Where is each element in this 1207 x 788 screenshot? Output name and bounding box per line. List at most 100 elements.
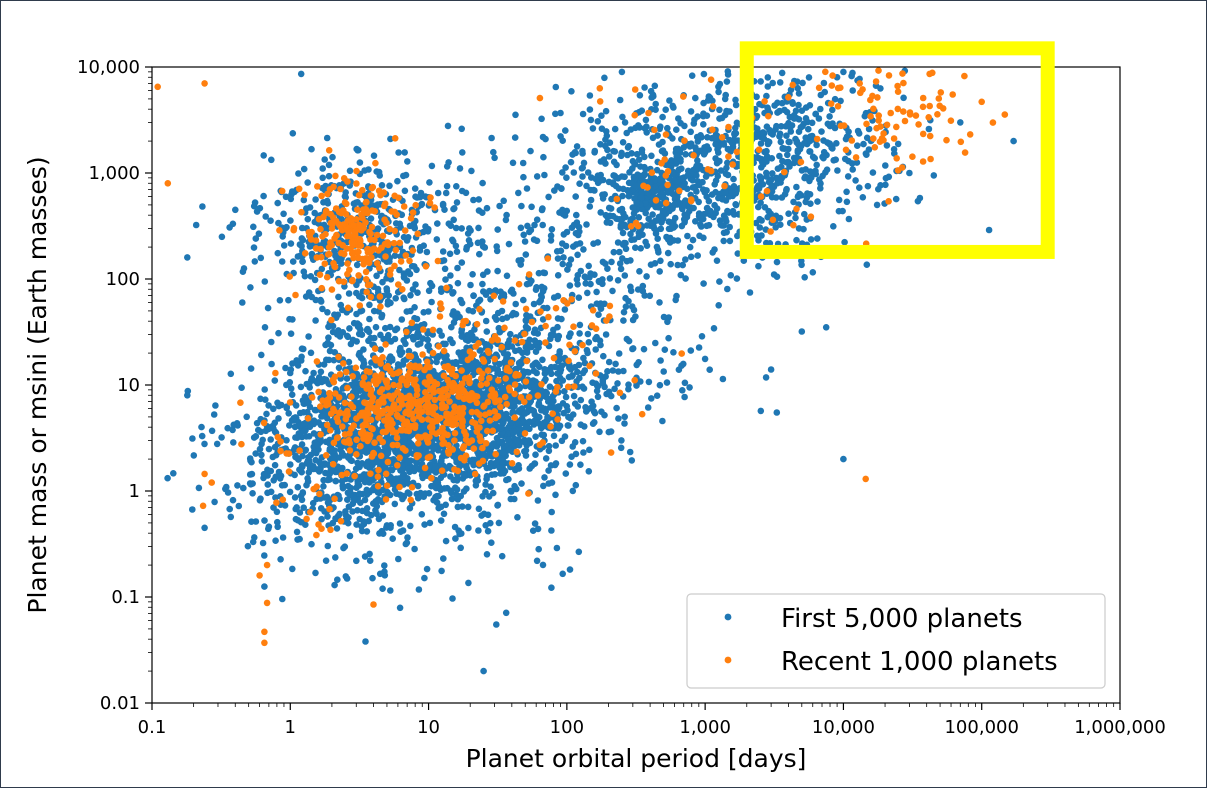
data-point [278, 401, 285, 409]
data-point [452, 315, 459, 322]
data-point [596, 428, 603, 436]
data-point [418, 511, 426, 518]
data-point [592, 346, 599, 353]
data-point [671, 200, 679, 208]
data-point [423, 248, 431, 256]
data-point [645, 378, 653, 386]
data-point [271, 377, 279, 384]
data-point [257, 495, 264, 503]
data-point [487, 519, 494, 527]
data-point [554, 292, 562, 300]
data-point [659, 417, 666, 425]
data-point [601, 74, 608, 82]
data-point [556, 368, 564, 376]
data-point [661, 150, 669, 157]
data-point [398, 316, 406, 323]
data-point [255, 230, 263, 237]
data-point [550, 432, 558, 440]
data-point [724, 207, 731, 215]
data-point [447, 487, 455, 495]
data-point [438, 332, 446, 339]
data-point [444, 122, 452, 130]
data-point [733, 119, 741, 127]
data-point [324, 309, 331, 316]
data-point [307, 273, 315, 280]
data-point [483, 551, 491, 558]
data-point [320, 361, 328, 368]
data-point [559, 400, 567, 407]
data-point [287, 330, 295, 338]
data-point [464, 503, 472, 511]
data-point [346, 167, 354, 175]
data-point [264, 481, 272, 488]
data-point [396, 604, 404, 612]
data-point [569, 411, 577, 418]
data-point [308, 293, 316, 301]
data-point [274, 523, 282, 531]
data-point [454, 264, 461, 272]
data-point [723, 78, 731, 85]
data-point [486, 464, 493, 471]
data-point [443, 163, 451, 170]
data-point [753, 130, 761, 137]
data-point [611, 148, 619, 155]
data-point [627, 257, 634, 264]
data-point [274, 199, 282, 207]
data-point [547, 462, 555, 469]
data-point [610, 248, 618, 256]
data-point [606, 153, 613, 160]
data-point [611, 385, 618, 393]
data-point [430, 496, 437, 504]
data-point [528, 203, 535, 211]
data-point [478, 512, 485, 519]
data-point [579, 147, 586, 155]
data-point [700, 280, 707, 287]
data-point [764, 74, 772, 81]
data-point [252, 433, 260, 440]
data-point [325, 161, 333, 169]
data-point [340, 544, 347, 552]
data-point [654, 235, 661, 242]
data-point [298, 496, 306, 504]
data-point [769, 170, 776, 177]
data-point [466, 240, 474, 248]
data-point [380, 399, 387, 406]
data-point [716, 278, 723, 285]
data-point [798, 107, 806, 114]
data-point [412, 355, 420, 362]
data-point [354, 480, 362, 488]
data-point [985, 226, 993, 234]
data-point [562, 470, 570, 477]
data-point [559, 260, 566, 268]
data-point [844, 173, 852, 180]
data-point [565, 333, 573, 341]
data-point [385, 475, 393, 483]
data-point [679, 387, 686, 394]
data-point [414, 289, 421, 297]
data-point [831, 95, 839, 103]
data-point [319, 174, 327, 182]
data-point [347, 340, 355, 348]
data-point [458, 187, 466, 195]
data-point [412, 281, 419, 288]
data-point [287, 461, 294, 468]
data-point [805, 74, 813, 81]
data-point [311, 209, 319, 217]
data-point [476, 347, 484, 354]
data-point [503, 314, 511, 321]
data-point [258, 351, 265, 359]
data-point [557, 133, 564, 140]
data-point [491, 154, 498, 162]
data-point [438, 457, 445, 465]
data-point [528, 406, 536, 414]
data-point [567, 256, 575, 263]
data-point [826, 113, 833, 120]
data-point [524, 325, 532, 332]
data-point [298, 345, 306, 353]
data-point [547, 232, 555, 239]
data-point [575, 548, 583, 556]
data-point [686, 384, 693, 391]
data-point [320, 483, 327, 490]
data-point [318, 265, 326, 273]
data-point [611, 125, 619, 133]
